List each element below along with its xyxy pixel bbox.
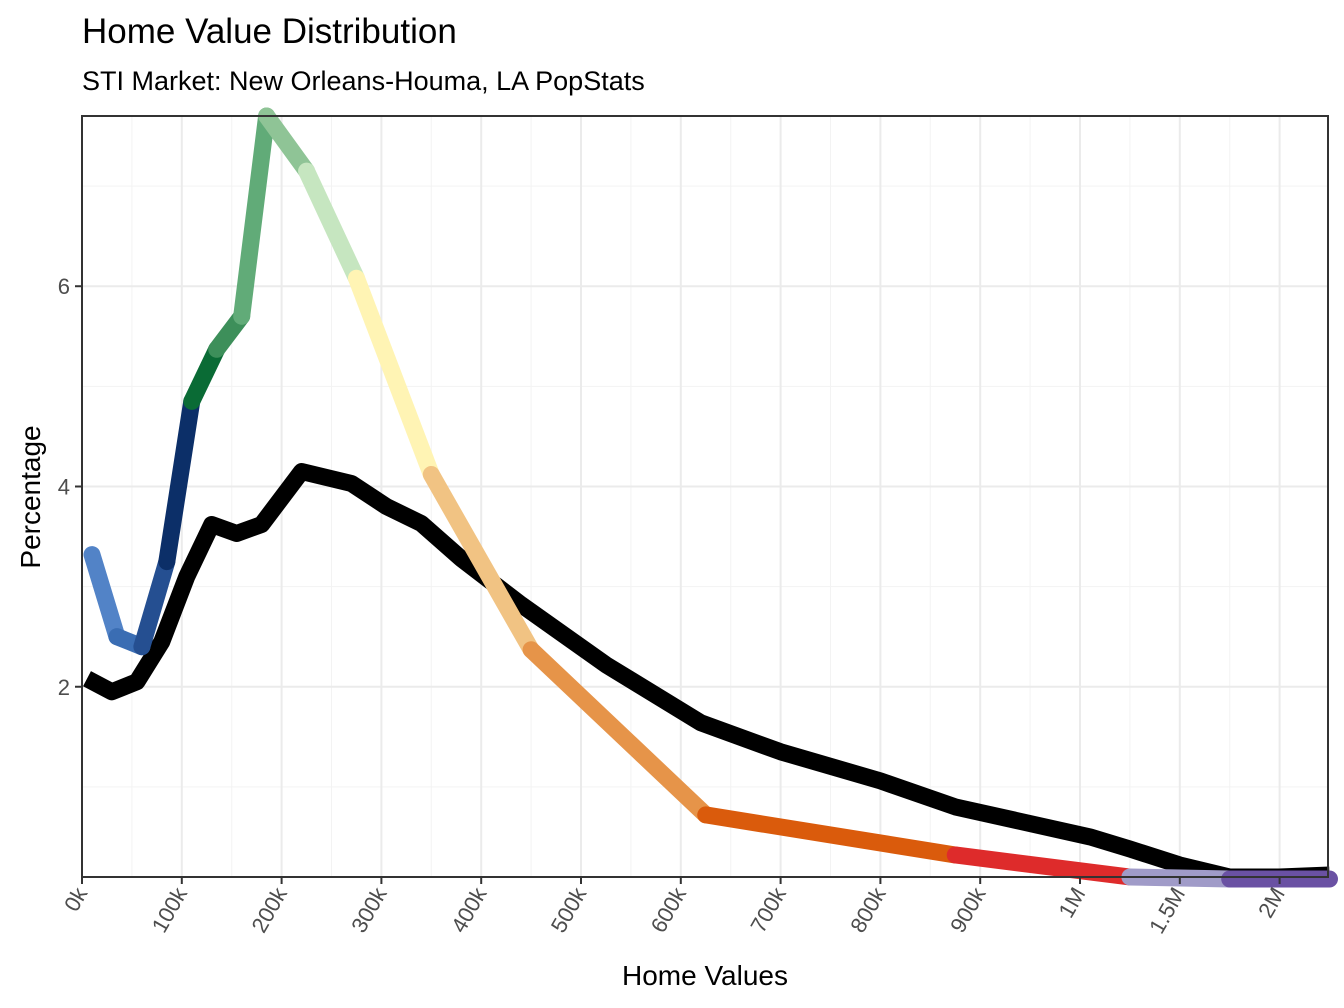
- series-segment-4: [183, 340, 226, 410]
- series-segment-9: [347, 269, 440, 483]
- x-tick-label: 1M: [1053, 883, 1090, 922]
- x-axis: 0k 100k 200k 300k 400k 500k 600k 700k 800k 900k 1M…: [59, 877, 1290, 938]
- series-segment-2: [133, 553, 176, 656]
- y-tick-label: 4: [58, 474, 70, 499]
- chart-subtitle: STI Market: New Orleans-Houma, LA PopSta…: [82, 66, 645, 96]
- y-axis-title: Percentage: [15, 425, 46, 568]
- x-tick-label: 200k: [246, 882, 292, 937]
- x-tick-label: 400k: [446, 882, 492, 937]
- x-tick-label: 700k: [745, 882, 791, 937]
- x-tick-label: 500k: [546, 882, 592, 937]
- major-gridlines: [81, 116, 1328, 877]
- x-tick-label: 600k: [646, 882, 692, 937]
- x-axis-title: Home Values: [622, 960, 788, 991]
- series-segment-7: [258, 107, 316, 180]
- plot-panel-border: [81, 115, 1329, 878]
- y-tick-label: 6: [58, 274, 70, 299]
- series-segment-8: [298, 162, 365, 287]
- series-layer: [83, 107, 1338, 888]
- x-tick-label: 800k: [845, 882, 891, 937]
- series-segment-10: [422, 465, 540, 659]
- x-tick-label: 100k: [147, 882, 193, 937]
- x-tick-label: 1.5M: [1144, 883, 1190, 938]
- x-tick-label: 900k: [945, 882, 991, 937]
- y-axis: 2 4 6: [58, 274, 82, 700]
- y-tick-label: 2: [58, 675, 70, 700]
- minor-gridlines: [82, 116, 1328, 877]
- series-line-0: [83, 463, 1330, 886]
- series-segment-12: [697, 806, 964, 864]
- series-segment-0: [83, 546, 126, 646]
- series-segment-13: [946, 846, 1139, 886]
- series-segment-6: [233, 107, 276, 325]
- x-tick-label: 0k: [59, 882, 93, 915]
- x-tick-label: 2M: [1253, 883, 1290, 922]
- chart-title: Home Value Distribution: [82, 12, 457, 51]
- series-segment-11: [522, 641, 715, 824]
- x-tick-label: 300k: [346, 882, 392, 937]
- series-segment-3: [158, 392, 201, 571]
